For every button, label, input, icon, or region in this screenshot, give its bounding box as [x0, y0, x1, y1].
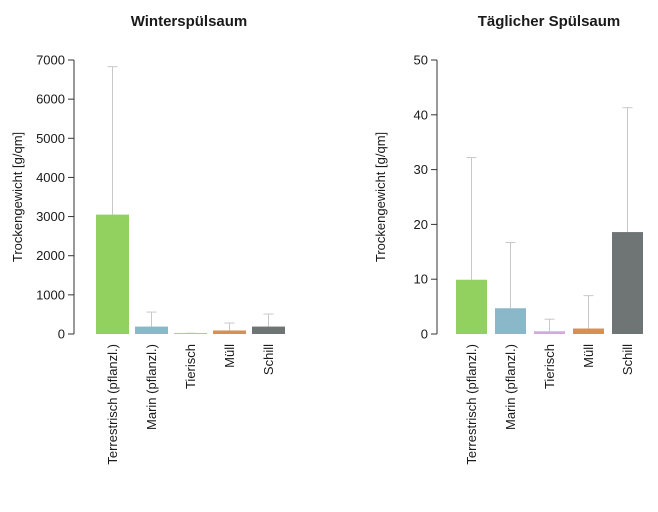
bar [612, 232, 643, 334]
category-label: Müll [581, 344, 596, 368]
y-tick-label: 2000 [36, 248, 65, 263]
chart-title: Täglicher Spülsaum [478, 13, 621, 30]
category-label: Müll [222, 344, 237, 368]
category-label: Tierisch [542, 344, 557, 389]
y-tick-label: 30 [414, 162, 428, 177]
bar [534, 331, 565, 334]
chart-title: Winterspülsaum [131, 13, 248, 30]
y-tick-label: 7000 [36, 53, 65, 68]
bar [495, 308, 526, 334]
category-label: Marin (pflanzl.) [503, 344, 518, 430]
chart-daily: Täglicher Spülsaum Trockengewicht [g/qm]… [373, 13, 643, 465]
bar [213, 330, 246, 334]
y-tick-label: 5000 [36, 131, 65, 146]
y-tick-label: 4000 [36, 170, 65, 185]
y-axis-label: Trockengewicht [g/qm] [373, 132, 388, 262]
bar [174, 333, 207, 334]
bar [456, 279, 487, 334]
bar [135, 326, 168, 334]
y-tick-label: 1000 [36, 287, 65, 302]
y-tick-label: 50 [414, 53, 428, 68]
category-label: Schill [620, 344, 635, 375]
category-label: Terrestrisch (pflanzl.) [105, 344, 120, 465]
y-tick-label: 6000 [36, 92, 65, 107]
category-label: Tierisch [183, 344, 198, 389]
category-label: Terrestrisch (pflanzl.) [464, 344, 479, 465]
y-tick-label: 0 [58, 327, 65, 342]
y-tick-label: 20 [414, 217, 428, 232]
y-tick-label: 40 [414, 107, 428, 122]
category-label: Marin (pflanzl.) [144, 344, 159, 430]
bar [252, 326, 285, 334]
category-label: Schill [261, 344, 276, 375]
chart-winter: Winterspülsaum Trockengewicht [g/qm] 0 10… [10, 13, 285, 465]
y-tick-label: 10 [414, 272, 428, 287]
bar [573, 328, 604, 334]
bar [96, 214, 129, 334]
y-axis-label: Trockengewicht [g/qm] [10, 132, 25, 262]
y-tick-label: 3000 [36, 209, 65, 224]
y-tick-label: 0 [421, 327, 428, 342]
